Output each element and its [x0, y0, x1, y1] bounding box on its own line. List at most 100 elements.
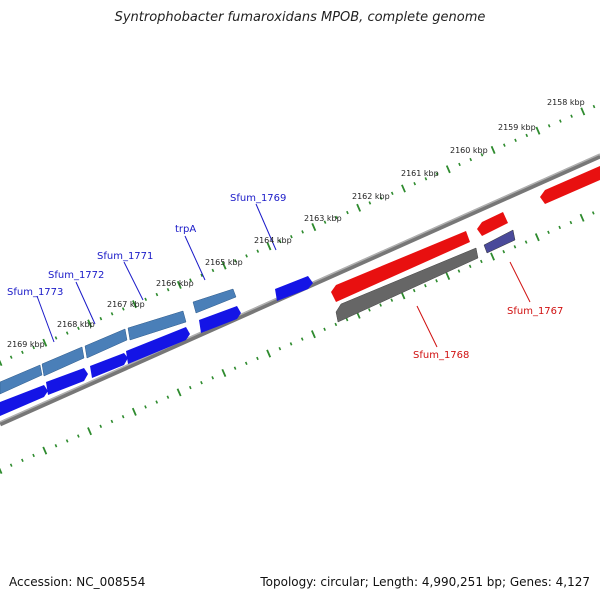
forward-cds-block[interactable] [84, 328, 128, 359]
major-tick [535, 126, 541, 135]
forward-cds-block[interactable] [127, 310, 187, 341]
minor-tick [77, 434, 80, 438]
minor-tick [547, 230, 550, 235]
minor-tick [480, 153, 484, 157]
tick-label: 2169 kbp [7, 340, 45, 349]
major-tick [131, 407, 137, 416]
minor-tick [301, 230, 304, 234]
minor-tick [245, 254, 248, 258]
tick-label: 2158 kbp [547, 98, 585, 107]
gene-label-trpa[interactable]: trpA [175, 224, 196, 235]
minor-tick [468, 264, 472, 268]
forward-gene-arrow[interactable] [199, 306, 241, 333]
minor-tick [502, 250, 506, 254]
minor-tick [525, 133, 529, 138]
forward-gene-arrow[interactable] [0, 385, 48, 416]
forward-cds-block[interactable] [41, 346, 85, 377]
minor-tick [524, 240, 528, 244]
minor-tick [54, 336, 58, 340]
gene-labels: Sfum_1773 Sfum_1772 Sfum_1771 trpA Sfum_… [7, 193, 563, 361]
minor-tick [188, 385, 192, 390]
minor-tick [65, 439, 69, 443]
minor-tick [559, 119, 562, 123]
reverse-gene-arrow[interactable] [477, 212, 508, 236]
minor-tick [9, 463, 13, 467]
minor-tick [9, 355, 13, 359]
major-tick [534, 233, 540, 242]
gene-label-sfum-1767[interactable]: Sfum_1767 [507, 306, 563, 317]
minor-tick [323, 327, 326, 332]
minor-tick [110, 419, 114, 424]
tick-label: 2163 kbp [304, 214, 342, 223]
accession-text: Accession: NC_008554 [9, 575, 146, 589]
reverse-gene-arrow-sfum-1767[interactable] [483, 229, 516, 254]
gene-label-sfum-1772[interactable]: Sfum_1772 [48, 270, 104, 281]
minor-tick [144, 297, 148, 302]
reverse-gene-arrow-sfum-1768[interactable] [335, 247, 479, 323]
major-tick [0, 359, 3, 367]
minor-tick [65, 331, 69, 335]
minor-tick [435, 279, 438, 283]
major-tick [221, 368, 227, 378]
major-tick [490, 252, 495, 261]
minor-tick [323, 220, 327, 224]
major-tick [401, 184, 406, 193]
major-tick [311, 330, 316, 339]
minor-tick [233, 366, 237, 370]
minor-tick [155, 400, 159, 404]
gene-label-sfum-1771[interactable]: Sfum_1771 [97, 251, 153, 262]
reverse-gene-arrow[interactable] [331, 231, 470, 302]
minor-tick [469, 157, 473, 162]
minor-tick [121, 414, 125, 419]
tick-label: 2168 kbp [57, 320, 95, 329]
gene-label-sfum-1773[interactable]: Sfum_1773 [7, 287, 63, 298]
tick-label: 2166 kbp [156, 279, 194, 288]
minor-tick [278, 347, 282, 351]
minor-tick [211, 268, 215, 273]
major-tick [311, 223, 317, 232]
minor-tick [424, 283, 427, 288]
forward-gene-arrow[interactable] [90, 353, 128, 378]
minor-tick [390, 298, 394, 302]
minor-tick [21, 350, 24, 355]
minor-tick [334, 215, 338, 220]
gene-label-sfum-1769[interactable]: Sfum_1769 [230, 193, 286, 204]
minor-tick [346, 210, 349, 215]
reverse-gene-arrow[interactable] [540, 166, 600, 204]
minor-tick [244, 361, 248, 365]
map-title: Syntrophobacter fumaroxidans MPOB, compl… [114, 10, 486, 25]
minor-tick [368, 201, 372, 205]
minor-tick [189, 278, 192, 282]
minor-tick [200, 273, 204, 277]
forward-cds-block[interactable] [192, 288, 237, 314]
minor-tick [547, 124, 551, 128]
reverse-track [331, 166, 600, 323]
minor-tick [278, 239, 282, 244]
minor-tick [144, 405, 147, 409]
minor-tick [591, 211, 595, 215]
forward-gene-arrow[interactable] [46, 368, 88, 395]
minor-tick [289, 342, 293, 346]
forward-gene-arrow[interactable] [126, 327, 190, 364]
minor-tick [99, 424, 103, 429]
gene-label-sfum-1768[interactable]: Sfum_1768 [413, 350, 469, 361]
minor-tick [457, 269, 461, 273]
minor-tick [503, 143, 506, 147]
major-tick [87, 319, 93, 328]
major-tick [42, 338, 48, 347]
forward-gene-arrow[interactable] [275, 276, 313, 301]
minor-tick [211, 376, 215, 380]
tick-label: 2161 kbp [401, 169, 439, 178]
forward-cds-block[interactable] [0, 364, 43, 395]
major-tick [132, 300, 137, 309]
minor-tick [413, 181, 417, 186]
major-tick [42, 446, 48, 455]
minor-tick [379, 196, 383, 200]
major-tick [356, 203, 362, 212]
major-tick [87, 427, 92, 436]
topology-text: Topology: circular; Length: 4,990,251 bp… [260, 575, 590, 589]
minor-tick [166, 288, 170, 292]
minor-tick [54, 444, 58, 448]
minor-tick [290, 235, 293, 239]
